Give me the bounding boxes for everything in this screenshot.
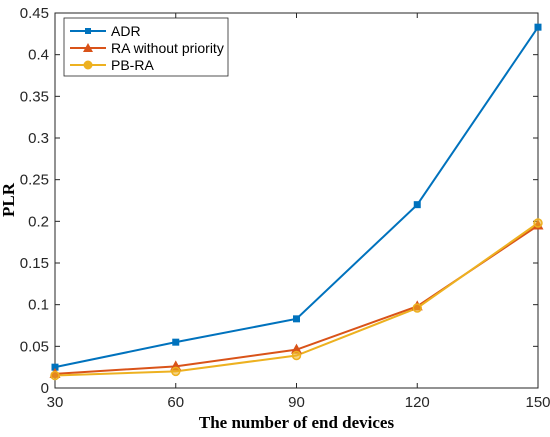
legend-circle-marker <box>83 60 93 70</box>
data-point-square <box>413 201 421 209</box>
y-tick-label: 0.35 <box>20 88 49 105</box>
x-tick-label: 150 <box>525 394 550 411</box>
y-tick-label: 0.1 <box>28 297 49 314</box>
y-tick-label: 0.45 <box>20 5 49 22</box>
x-tick-label: 90 <box>288 394 305 411</box>
legend-square-marker <box>85 28 91 34</box>
legend-label-ra-without-priority: RA without priority <box>111 40 224 56</box>
legend-label-adr: ADR <box>111 23 141 39</box>
y-tick-label: 0.2 <box>28 213 49 230</box>
legend-item-pb-ra: PB-RA <box>70 57 154 73</box>
y-tick-label: 0 <box>41 380 49 397</box>
x-axis-title: The number of end devices <box>199 413 395 432</box>
data-point-circle <box>171 366 181 377</box>
data-point-circle <box>50 370 60 381</box>
data-point-circle <box>291 350 302 361</box>
legend-item-adr: ADR <box>70 23 141 39</box>
data-point-triangle <box>291 343 302 354</box>
y-tick-label: 0.25 <box>20 172 49 189</box>
data-point-circle <box>533 218 543 228</box>
legend-triangle-marker <box>83 43 93 52</box>
y-tick-label: 0.15 <box>20 255 49 272</box>
y-tick-label: 0.4 <box>28 47 49 64</box>
data-point-square <box>51 363 59 371</box>
series-markers <box>49 23 544 381</box>
data-point-square <box>293 315 300 323</box>
y-tick-label: 0.3 <box>28 130 49 147</box>
y-axis-title: PLR <box>0 182 18 217</box>
data-point-square <box>172 338 180 346</box>
x-tick-label: 120 <box>405 394 430 411</box>
y-tick-label: 0.05 <box>20 338 49 355</box>
data-point-square <box>534 23 542 31</box>
x-tick-label: 30 <box>47 394 64 411</box>
x-tick-label: 60 <box>167 394 184 411</box>
legend: ADR RA without priority PB-RA <box>63 17 229 77</box>
legend-item-ra-without-priority: RA without priority <box>70 40 224 56</box>
legend-label-pb-ra: PB-RA <box>111 57 154 73</box>
data-point-circle <box>412 303 422 313</box>
axis-ticks: 30 60 90 120 150 0 0.05 0.1 0.15 0.2 0.25 0.3 0.35 0.… <box>20 5 550 411</box>
